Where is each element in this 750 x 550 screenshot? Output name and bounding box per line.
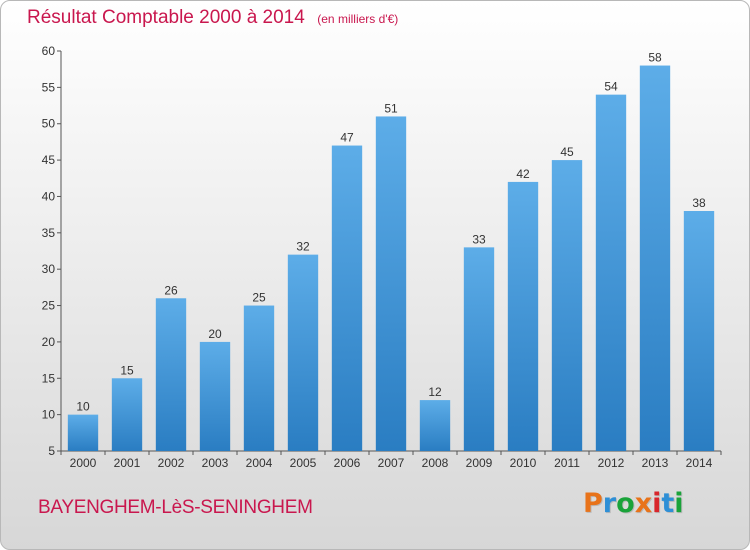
value-label-2011: 45	[560, 145, 574, 159]
value-label-2007: 51	[384, 101, 398, 115]
logo-letter: i	[674, 488, 684, 519]
x-tick-label: 2001	[114, 456, 141, 470]
bar-2005	[287, 254, 319, 451]
bars	[67, 65, 715, 452]
logo-letter: P	[583, 488, 603, 519]
y-tick-label: 60	[42, 44, 56, 58]
value-label-2008: 12	[428, 385, 442, 399]
y-tick-label: 45	[42, 153, 56, 167]
logo-letter: i	[652, 488, 662, 519]
x-tick-label: 2014	[686, 456, 713, 470]
y-tick-label: 25	[42, 299, 56, 313]
bar-2007	[375, 116, 407, 452]
commune-name: BAYENGHEM-LèS-SENINGHEM	[38, 497, 313, 518]
x-tick-label: 2004	[246, 456, 273, 470]
y-tick-label: 55	[42, 80, 56, 94]
y-axis: 5 10 15 20 25 30 35 40 45 50 55 60	[42, 44, 62, 458]
bar-2013	[639, 65, 671, 451]
logo-letter: x	[634, 488, 653, 519]
y-tick-label: 40	[42, 189, 56, 203]
y-tick-label: 10	[42, 408, 56, 422]
value-label-2006: 47	[340, 131, 354, 145]
title-block: Résultat Comptable 2000 à 2014 (en milli…	[27, 7, 398, 29]
bar-2012	[595, 94, 627, 452]
value-label-2009: 33	[472, 232, 486, 246]
x-tick-label: 2007	[378, 456, 405, 470]
logo-letter: o	[616, 488, 635, 519]
value-labels: 10 15 26 20 25 32 47 51 12 33 42 45 54 58 38	[76, 51, 706, 414]
bar-2011	[551, 160, 583, 451]
bar-2008	[419, 400, 451, 451]
x-tick-label: 2011	[554, 456, 580, 470]
value-label-2010: 42	[516, 167, 530, 181]
value-label-2014: 38	[692, 196, 706, 210]
x-tick-label: 2002	[158, 456, 185, 470]
bar-2002	[155, 298, 187, 451]
bar-2014	[683, 211, 715, 451]
x-tick-label: 2003	[202, 456, 229, 470]
x-tick-label: 2010	[510, 456, 537, 470]
x-axis: 2000 2001 2002 2003 2004 2005 2006 2007 2008 2009…	[60, 450, 722, 470]
y-tick-label: 30	[42, 262, 56, 276]
x-tick-label: 2013	[642, 456, 669, 470]
value-label-2004: 25	[252, 291, 266, 305]
value-label-2005: 32	[296, 240, 310, 254]
bar-2009	[463, 247, 495, 451]
x-tick-label: 2005	[290, 456, 317, 470]
value-label-2002: 26	[164, 283, 178, 297]
bar-2010	[507, 181, 539, 451]
proxiti-logo: Proxiti	[583, 488, 684, 519]
y-tick-label: 5	[48, 444, 55, 458]
y-tick-label: 35	[42, 226, 56, 240]
bar-2004	[243, 305, 275, 451]
chart-subtitle: (en milliers d'€)	[317, 12, 399, 26]
logo-letter: t	[661, 488, 675, 519]
logo-letter: r	[602, 488, 617, 519]
chart-title: Résultat Comptable 2000 à 2014	[27, 7, 305, 28]
value-label-2013: 58	[648, 51, 662, 65]
x-tick-label: 2008	[422, 456, 449, 470]
value-label-2001: 15	[120, 363, 134, 377]
x-tick-label: 2000	[70, 456, 97, 470]
y-tick-label: 20	[42, 335, 56, 349]
x-tick-label: 2012	[598, 456, 625, 470]
x-tick-label: 2009	[466, 456, 493, 470]
value-label-2012: 54	[604, 80, 618, 94]
bar-2000	[67, 414, 99, 451]
value-label-2003: 20	[208, 327, 222, 341]
value-label-2000: 10	[76, 400, 90, 414]
bar-2006	[331, 145, 363, 451]
y-tick-label: 15	[42, 371, 56, 385]
y-tick-label: 50	[42, 117, 56, 131]
bar-2001	[111, 378, 143, 451]
bar-2003	[199, 341, 231, 451]
x-tick-label: 2006	[334, 456, 361, 470]
